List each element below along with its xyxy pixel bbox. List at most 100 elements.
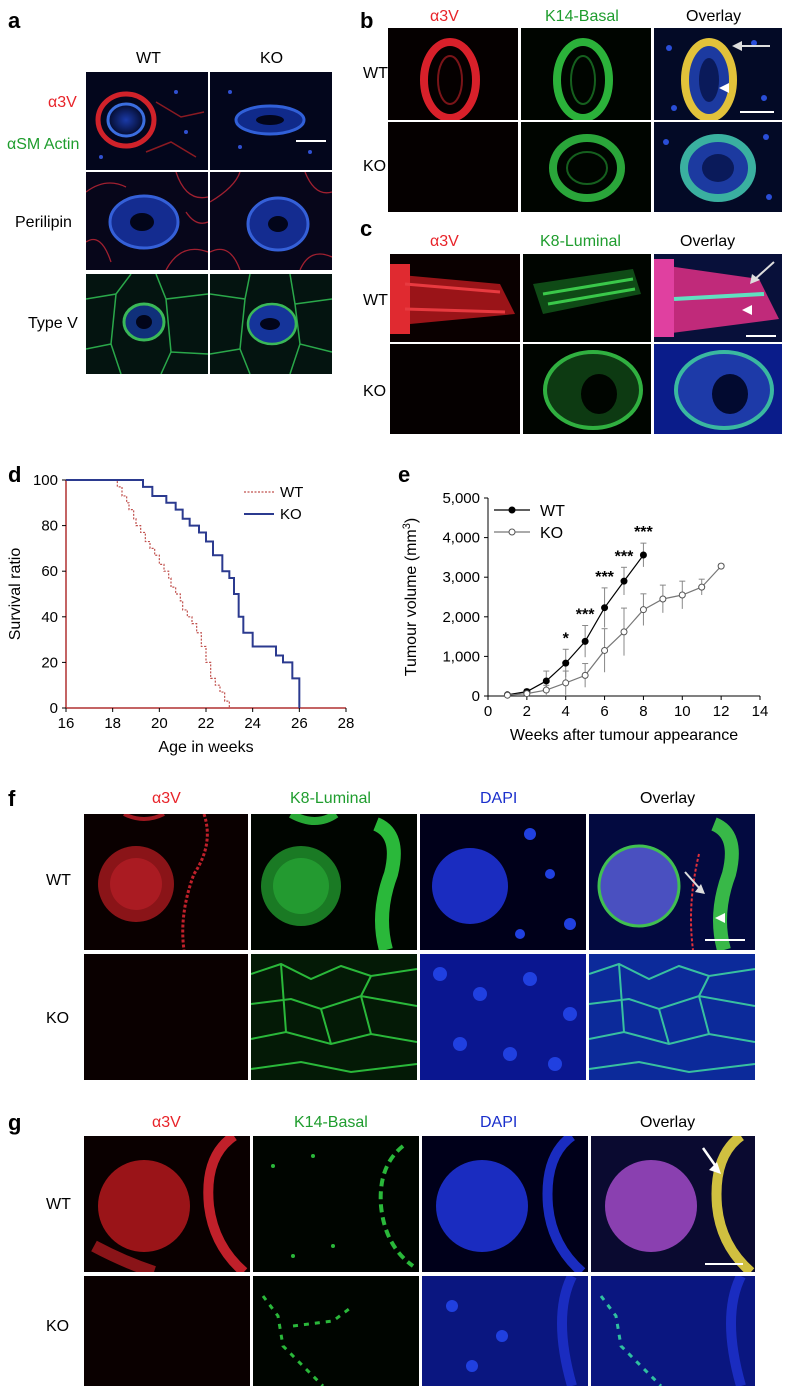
panel-b-col-0: α3V xyxy=(430,8,459,25)
data-point-wt xyxy=(639,551,647,559)
panel-a-letter: a xyxy=(8,8,21,33)
x-tick-label: 0 xyxy=(484,703,492,720)
panel-f-image-ko-overlay xyxy=(589,954,755,1080)
panel-g-col-2: DAPI xyxy=(480,1114,518,1131)
panel-g-image-wt-a3v xyxy=(84,1136,250,1272)
significance-marker: *** xyxy=(634,524,653,541)
legend-label-wt: WT xyxy=(540,503,565,520)
panel-f-row-wt: WT xyxy=(46,872,71,889)
significance-marker: *** xyxy=(615,548,634,565)
y-tick-label: 2,000 xyxy=(442,609,480,626)
panel-b-col-1: K14-Basal xyxy=(545,8,619,25)
y-axis-label-sup: 3 xyxy=(401,523,413,529)
y-tick-label: 0 xyxy=(50,700,58,717)
y-tick-label: 3,000 xyxy=(442,569,480,586)
panel-c-col-2: Overlay xyxy=(680,233,736,250)
legend-label-ko: KO xyxy=(280,506,302,523)
data-point-ko xyxy=(698,583,706,591)
panel-a-image-ko-perilipin xyxy=(210,172,332,270)
data-point-ko xyxy=(562,679,570,687)
panel-a-col-ko: KO xyxy=(260,50,284,67)
x-tick-label: 12 xyxy=(713,703,730,720)
panel-f-col-2: DAPI xyxy=(480,790,518,807)
panel-f-image-ko-dapi xyxy=(420,954,586,1080)
x-tick-label: 28 xyxy=(338,715,355,732)
panel-g-letter: g xyxy=(8,1110,22,1135)
data-point-ko xyxy=(659,595,667,603)
panel-g-image-ko-dapi xyxy=(422,1276,588,1386)
x-tick-label: 8 xyxy=(639,703,647,720)
x-tick-label: 18 xyxy=(104,715,121,732)
data-point-ko xyxy=(678,591,686,599)
x-tick-label: 14 xyxy=(752,703,769,720)
series-line-wt xyxy=(507,554,644,696)
legend-marker-wt xyxy=(508,506,516,514)
scale-bar xyxy=(296,140,326,142)
data-point-ko xyxy=(601,646,609,654)
series-line-ko xyxy=(507,565,722,696)
panel-a-col-wt: WT xyxy=(136,50,161,67)
tumour-volume-chart: 0 2 4 6 8 10 12 14 0 1,000 2,000 3,000 4,000 5,000 Wee… xyxy=(401,490,769,744)
panel-g-image-wt-k14 xyxy=(253,1136,419,1272)
panel-g-row-ko: KO xyxy=(46,1318,70,1335)
panel-c-letter: c xyxy=(360,216,373,241)
panel-c-image-ko-a3v xyxy=(390,344,520,434)
data-point-wt xyxy=(562,659,570,667)
y-tick-label: 60 xyxy=(41,563,58,580)
significance-marker: *** xyxy=(595,569,614,586)
panel-c-image-wt-overlay xyxy=(654,254,782,342)
data-point-wt xyxy=(601,604,609,612)
x-tick-label: 16 xyxy=(58,715,75,732)
data-point-wt xyxy=(620,577,628,585)
y-tick-label: 80 xyxy=(41,518,58,535)
data-point-wt xyxy=(542,677,550,685)
panel-g-col-0: α3V xyxy=(152,1114,181,1131)
data-point-ko xyxy=(503,691,511,699)
y-axis-label: Tumour volume (mm3) xyxy=(401,518,420,676)
panel-f-row-ko: KO xyxy=(46,1010,70,1027)
y-axis-label: Survival ratio xyxy=(7,548,24,641)
x-tick-label: 4 xyxy=(562,703,570,720)
survival-chart: 16 18 20 22 24 26 28 0 20 40 60 80 100 Age in weeks Su… xyxy=(7,472,355,756)
data-point-ko xyxy=(717,562,725,570)
panel-c-col-1: K8-Luminal xyxy=(540,233,621,250)
panel-d-letter: d xyxy=(8,462,22,487)
data-point-ko xyxy=(620,628,628,636)
panel-a-image-wt-typev xyxy=(86,274,208,374)
x-tick-label: 20 xyxy=(151,715,168,732)
x-tick-label: 26 xyxy=(291,715,308,732)
panel-g-image-ko-overlay xyxy=(591,1276,755,1386)
panel-f-image-wt-a3v xyxy=(84,814,248,950)
significance-marker: * xyxy=(563,630,570,647)
legend-label-ko: KO xyxy=(540,525,563,542)
series-line-ko xyxy=(66,479,301,708)
panel-c-image-ko-overlay xyxy=(654,344,782,434)
panel-e-letter: e xyxy=(398,462,411,487)
data-point-ko xyxy=(542,686,550,694)
panel-a-row2-label: Perilipin xyxy=(15,214,72,231)
data-point-ko xyxy=(581,671,589,679)
panel-b-image-ko-a3v xyxy=(388,122,518,212)
y-tick-label: 1,000 xyxy=(442,648,480,665)
panel-a-image-wt-a3v xyxy=(86,72,208,170)
x-tick-label: 6 xyxy=(600,703,608,720)
panel-f-image-wt-dapi xyxy=(420,814,586,950)
y-axis-label-main: Tumour volume (mm xyxy=(403,529,420,676)
panel-f-col-3: Overlay xyxy=(640,790,696,807)
data-point-ko xyxy=(639,606,647,614)
panel-b-row-wt: WT xyxy=(363,65,388,82)
panel-g-image-wt-dapi xyxy=(422,1136,588,1272)
panel-c-row-ko: KO xyxy=(363,383,387,400)
x-axis-label: Age in weeks xyxy=(158,739,253,756)
panel-f-image-wt-overlay xyxy=(589,814,755,950)
panel-a-image-ko-a3v xyxy=(210,72,332,170)
panel-g-col-3: Overlay xyxy=(640,1114,696,1131)
panel-b-image-wt-a3v xyxy=(388,28,518,120)
y-axis-label-end: ) xyxy=(403,518,420,523)
data-point-ko xyxy=(523,690,531,698)
panel-f-image-ko-k8 xyxy=(251,954,417,1080)
panel-c-col-0: α3V xyxy=(430,233,459,250)
panel-g-image-ko-k14 xyxy=(253,1276,419,1386)
panel-b-letter: b xyxy=(360,8,374,33)
panel-a-row1-label-a3v: α3V xyxy=(48,94,77,111)
